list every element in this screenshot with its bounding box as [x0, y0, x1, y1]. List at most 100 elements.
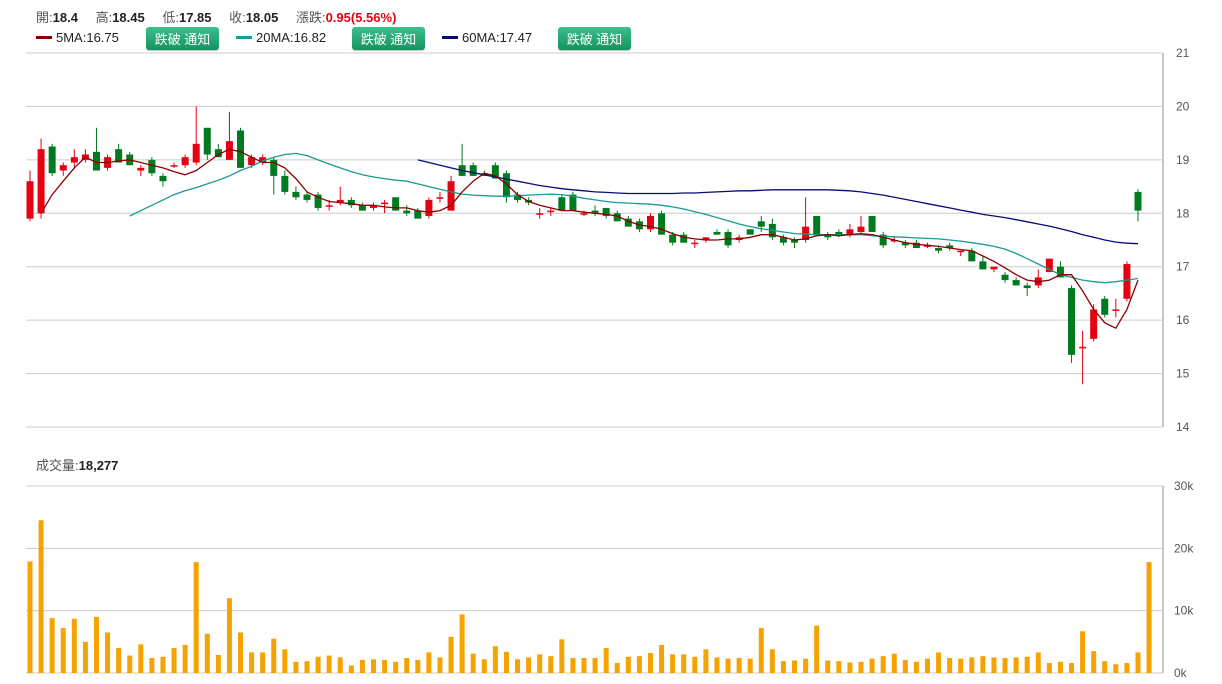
candle-body: [591, 210, 599, 214]
ma60-break-alert-button[interactable]: 跌破 通知: [558, 27, 631, 50]
candle-body: [414, 210, 422, 219]
candlestick: [347, 197, 355, 208]
volume-bar: [393, 661, 399, 673]
candlestick: [59, 162, 67, 176]
close-label: 收:: [229, 10, 246, 25]
ma60-line: [417, 159, 1139, 245]
volume-bar: [958, 658, 964, 673]
volume-info: 成交量:18,277: [36, 455, 118, 474]
candle-body: [192, 143, 200, 163]
volume-bar: [825, 660, 831, 673]
ma60-label: 60MA:17.47: [462, 30, 533, 45]
candle-body: [170, 165, 178, 167]
candlestick: [203, 127, 211, 160]
candlestick: [1112, 298, 1120, 318]
candle-body: [281, 175, 289, 192]
candle-body: [569, 194, 577, 211]
candlestick: [558, 194, 566, 211]
change-value: 0.95(5.56%): [325, 10, 397, 25]
candle-body: [115, 149, 123, 163]
candlestick: [369, 202, 377, 211]
y-axes: 21 20 19 18 17 16 15 14 30k 20k 10k 0k: [1162, 46, 1194, 680]
ma5-break-alert-button[interactable]: 跌破 通知: [146, 27, 219, 50]
volume-bar: [1046, 663, 1052, 673]
volume-bar: [1002, 658, 1008, 673]
volume-bar: [780, 661, 786, 673]
volume-bar: [1013, 657, 1019, 673]
candle-body: [1112, 309, 1120, 311]
volume-bar: [1057, 661, 1063, 673]
candle-body: [824, 234, 832, 238]
candle-body: [791, 240, 799, 243]
ma60-swatch: [442, 36, 458, 40]
candle-body: [702, 237, 710, 240]
candlestick: [957, 250, 965, 257]
candle-body: [237, 130, 245, 168]
candlestick: [1068, 285, 1076, 363]
volume-bar: [71, 618, 77, 673]
candlestick: [292, 186, 300, 200]
candle-body: [292, 191, 300, 198]
candlestick: [115, 143, 123, 163]
candlestick: [990, 266, 998, 273]
volume-bar: [1069, 663, 1075, 673]
volume-bar: [204, 633, 210, 673]
candle-body: [159, 175, 167, 182]
candle-body: [403, 210, 411, 214]
volume-bar: [1035, 652, 1041, 673]
candle-body: [757, 221, 765, 227]
candle-body: [658, 213, 666, 235]
candlestick: [1123, 261, 1131, 302]
volume-value: 18,277: [78, 458, 119, 473]
candle-body: [946, 245, 954, 249]
candlestick: [436, 191, 444, 203]
volume-bar: [160, 656, 166, 673]
candle-body: [37, 149, 45, 214]
volume-bar: [127, 655, 133, 673]
candlestick: [1023, 282, 1031, 297]
candle-body: [214, 149, 222, 158]
change-label: 漲跌:: [295, 10, 326, 25]
candlestick: [879, 231, 887, 249]
candlestick: [569, 191, 577, 211]
candlestick: [813, 215, 821, 235]
candlestick: [514, 191, 522, 203]
price-tick-label: 20: [1176, 99, 1190, 113]
candle-body: [912, 242, 920, 249]
volume-bar: [138, 644, 144, 673]
candlestick: [602, 207, 610, 219]
low-value: 17.85: [178, 10, 212, 25]
candle-body: [879, 234, 887, 246]
candlestick: [469, 162, 477, 176]
volume-bar: [448, 636, 454, 673]
volume-bar: [370, 659, 376, 673]
candlestick: [170, 162, 178, 168]
candlestick: [148, 157, 156, 176]
candle-body: [1079, 346, 1087, 349]
candle-body: [203, 127, 211, 155]
volume-bar: [1091, 651, 1097, 673]
candlestick: [414, 207, 422, 219]
volume-bar: [869, 658, 875, 673]
candlestick: [691, 240, 699, 249]
candle-body: [1123, 264, 1131, 299]
candle-body: [469, 165, 477, 176]
volume-bar: [614, 663, 620, 673]
price-tick-label: 16: [1176, 313, 1190, 327]
volume-bar: [936, 652, 942, 673]
volume-title: 成交量:: [36, 458, 79, 473]
candle-body: [259, 157, 267, 163]
volume-bar: [215, 654, 221, 673]
volume-bar: [647, 653, 653, 673]
ma20-break-alert-button[interactable]: 跌破 通知: [352, 27, 425, 50]
volume-tick-label: 0k: [1174, 666, 1188, 680]
volume-bar: [93, 616, 99, 673]
volume-bar: [969, 657, 975, 673]
price-tick-label: 14: [1176, 420, 1190, 434]
volume-bar: [803, 658, 809, 673]
candle-body: [968, 250, 976, 262]
ma20-swatch: [236, 36, 252, 40]
candlestick: [26, 170, 34, 222]
candlestick: [403, 205, 411, 216]
